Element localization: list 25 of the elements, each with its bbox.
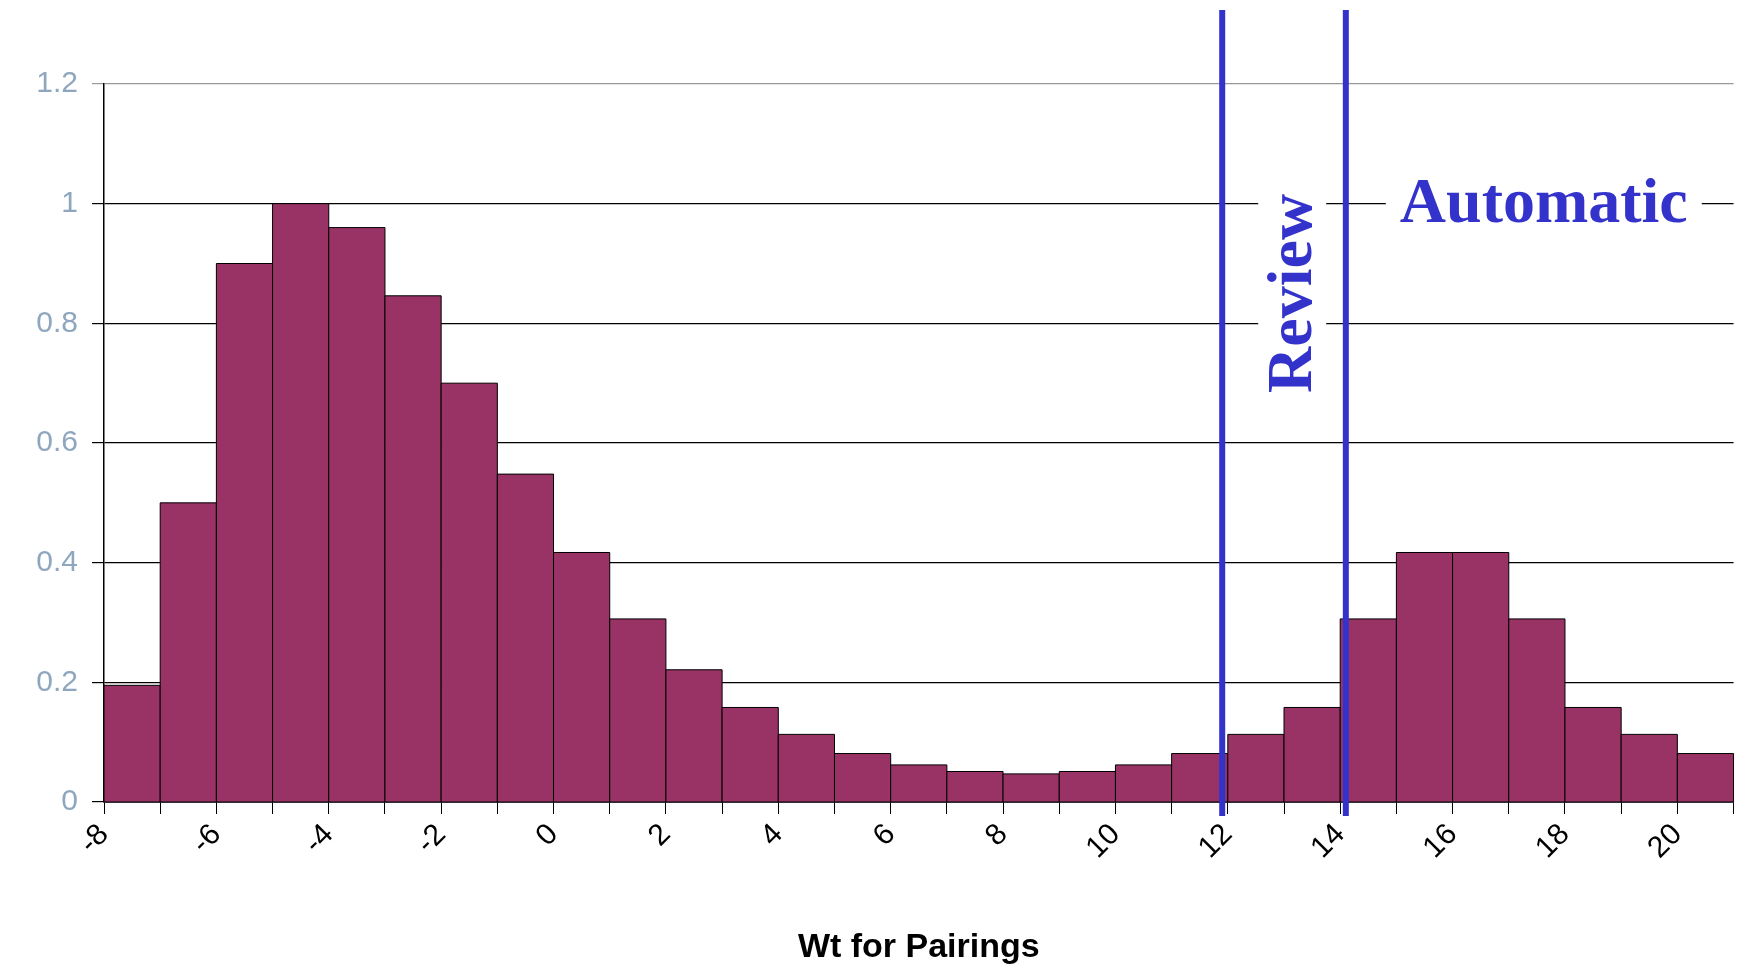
x-tick-label: 12 (1190, 816, 1238, 864)
y-tick-label: 0.8 (36, 304, 78, 338)
x-tick-label: 16 (1415, 816, 1463, 864)
x-tick-label: 0 (528, 816, 564, 852)
x-tick-label: -4 (296, 816, 339, 859)
x-tick-label: 4 (753, 816, 789, 852)
y-tick-label: 1 (61, 184, 78, 218)
x-axis-title: Wt for Pairings (797, 925, 1040, 964)
y-tick-label: 0 (61, 783, 78, 817)
ref-line-label: Automatic (1399, 165, 1688, 237)
x-tick-label: 18 (1528, 816, 1576, 864)
x-tick-label: 14 (1303, 816, 1351, 864)
y-tick-label: 0.2 (36, 663, 78, 697)
y-tick-label: 0.4 (36, 543, 78, 577)
x-tick-label: -2 (409, 816, 452, 859)
y-tick-label: 1.2 (36, 65, 78, 99)
x-tick-label: 8 (978, 816, 1014, 852)
x-tick-label: 2 (640, 816, 676, 852)
x-tick-label: 20 (1640, 816, 1688, 864)
x-tick-label: -6 (184, 816, 227, 859)
y-tick-label: 0.6 (36, 424, 78, 458)
x-tick-label: 6 (865, 816, 901, 852)
ref-line-label: Review (1253, 193, 1325, 393)
x-tick-label: 10 (1078, 816, 1126, 864)
x-tick-label: -8 (71, 816, 115, 859)
